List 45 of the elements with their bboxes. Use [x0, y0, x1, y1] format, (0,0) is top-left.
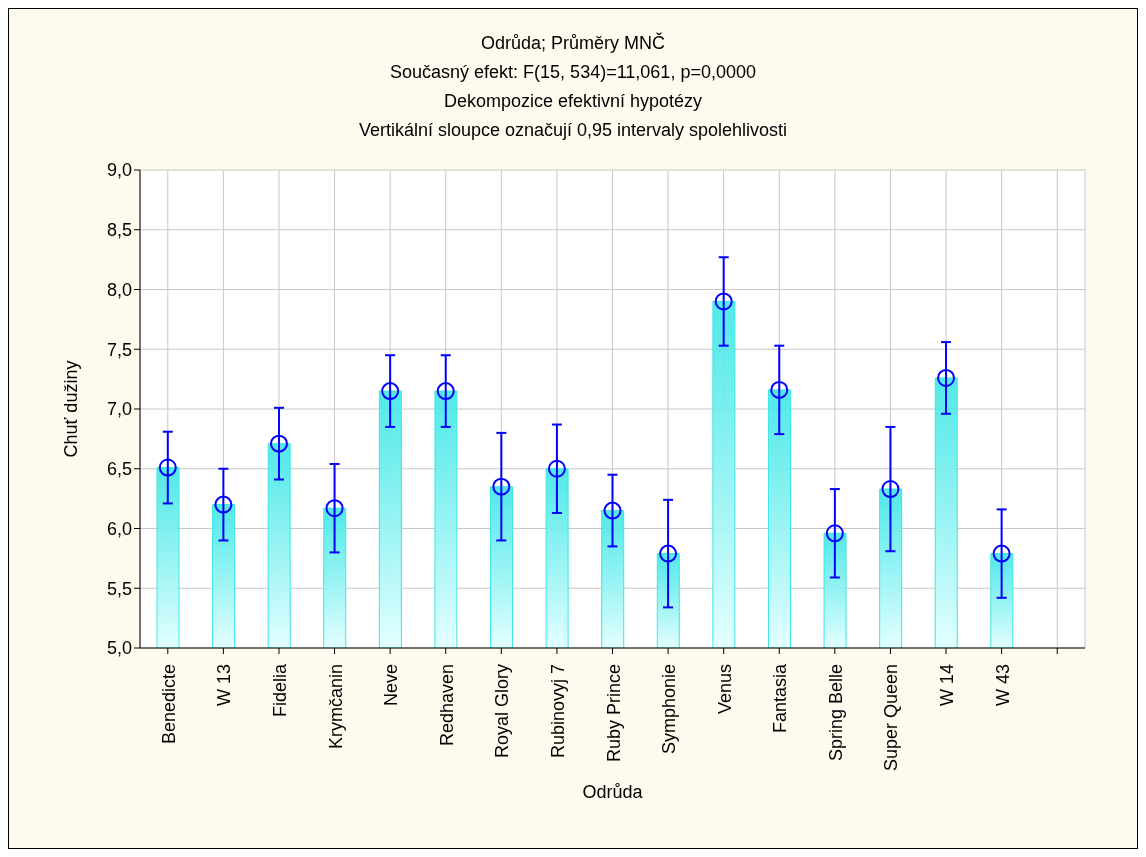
x-tick-label: Benedicte — [158, 664, 179, 745]
y-tick-label: 8,0 — [106, 279, 132, 300]
point — [992, 544, 1011, 563]
chart-title: Odrůda; Průměry MNČ — [479, 31, 666, 55]
x-tick-label: Royal Glory — [492, 664, 513, 759]
x-tick-label: W 13 — [214, 664, 235, 707]
point — [214, 495, 233, 514]
chart-subtitle: Současný efekt: F(15, 534)=11,061, p=0,0000 Dekompozice efektivní hypotézy Vertikální sloupce označují 0,95 intervaly spolehlivosti — [357, 61, 789, 142]
y-tick-label: 6,0 — [106, 518, 132, 539]
x-tick-label: Venus — [714, 664, 735, 715]
point — [269, 434, 288, 453]
x-tick-label: Neve — [381, 664, 402, 707]
y-tick-label: 7,0 — [106, 399, 132, 420]
x-tick-label: W 14 — [937, 664, 958, 707]
x-tick-label: Fidelia — [269, 663, 290, 718]
y-tick-label: 9,0 — [106, 160, 132, 181]
x-tick-label: Symphonie — [659, 664, 680, 755]
y-tick-label: 7,5 — [106, 339, 132, 360]
y-tick-label: 5,5 — [106, 578, 132, 599]
x-tick-label: W 43 — [992, 664, 1013, 707]
point — [547, 459, 566, 478]
y-tick-label: 8,5 — [106, 220, 132, 241]
point — [492, 477, 511, 496]
x-tick-label: Fantasia — [770, 663, 791, 734]
point — [436, 382, 455, 401]
point — [770, 380, 789, 399]
y-axis-title: Chuť dužiny — [61, 360, 82, 458]
x-tick-label: Krymčanin — [325, 664, 346, 750]
y-tick-label: 6,5 — [106, 459, 132, 480]
point — [158, 458, 177, 477]
point — [381, 382, 400, 401]
point — [603, 501, 622, 520]
point — [825, 524, 844, 543]
x-tick-label: Redhaven — [436, 664, 457, 747]
point — [937, 368, 956, 387]
y-tick-label: 5,0 — [106, 638, 132, 659]
x-tick-label: Ruby Prince — [603, 664, 624, 763]
x-tick-label: Spring Belle — [825, 664, 846, 762]
point — [881, 480, 900, 499]
point — [714, 292, 733, 311]
x-tick-label: Rubinovyj 7 — [547, 664, 568, 759]
x-axis-title: Odrůda — [582, 782, 644, 802]
point — [659, 544, 678, 563]
point — [325, 499, 344, 518]
x-tick-label: Super Queen — [881, 664, 902, 772]
